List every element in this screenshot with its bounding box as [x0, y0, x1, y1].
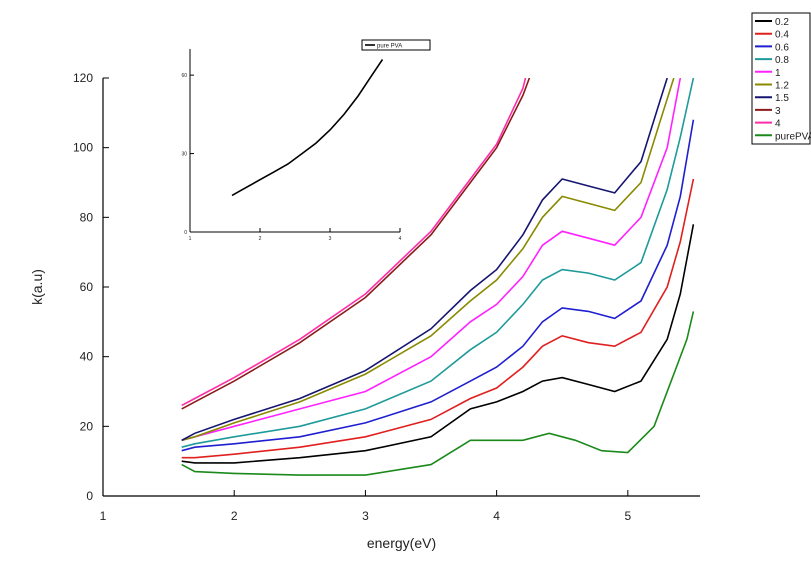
y-tick-label: 120	[73, 71, 93, 85]
legend-label: 1.5	[775, 93, 789, 104]
inset-x-tick-label: 2	[259, 236, 262, 242]
x-tick-label: 2	[231, 509, 238, 523]
series-line-4	[181, 78, 527, 407]
x-tick-label: 4	[493, 509, 500, 523]
inset-plot: 1 2 3 4 0 30 60 pure PVA	[181, 39, 431, 242]
series-line-1-2	[181, 78, 675, 442]
series-line-0-8	[181, 78, 695, 448]
x-tick-label: 5	[624, 509, 631, 523]
y-tick-label: 60	[80, 280, 94, 294]
legend-label: purePVA	[775, 131, 811, 142]
series-line-3	[181, 78, 531, 410]
x-tick-label: 3	[362, 509, 369, 523]
legend-label: 1	[775, 68, 781, 79]
series-line-1	[181, 78, 682, 442]
inset-series-line	[231, 59, 384, 197]
y-tick-label: 0	[86, 489, 93, 503]
series-line-0-4	[181, 178, 695, 459]
inset-x-tick-label: 1	[189, 236, 192, 242]
y-axis-label: k(a.u)	[29, 269, 45, 305]
legend-label: 0.6	[775, 42, 789, 53]
legend-label: 1.2	[775, 81, 789, 92]
y-tick-label: 100	[73, 141, 93, 155]
inset-x-tick-label: 4	[399, 236, 402, 242]
series-line-0-2	[181, 224, 695, 464]
y-tick-label: 80	[80, 210, 94, 224]
legend-label: 3	[775, 106, 781, 117]
inset-legend-box	[361, 39, 431, 51]
legend-label: 0.2	[775, 17, 789, 28]
y-tick-label: 20	[80, 419, 94, 433]
inset-legend-label: pure PVA	[377, 44, 402, 50]
series-line-purepva	[181, 311, 695, 476]
inset-x-tick-label: 3	[329, 236, 332, 242]
legend-label: 0.8	[775, 55, 789, 66]
x-tick-label: 1	[100, 509, 107, 523]
legend-label: 0.4	[775, 30, 789, 41]
legend-label: 4	[775, 119, 781, 130]
inset-y-tick-label: 60	[181, 73, 187, 79]
inset-y-tick-label: 30	[181, 152, 187, 158]
series-line-0-6	[181, 119, 695, 452]
inset-y-tick-label: 0	[184, 230, 187, 236]
series-line-1-5	[181, 78, 668, 442]
x-axis-label: energy(eV)	[367, 535, 436, 551]
y-tick-label: 40	[80, 350, 94, 364]
